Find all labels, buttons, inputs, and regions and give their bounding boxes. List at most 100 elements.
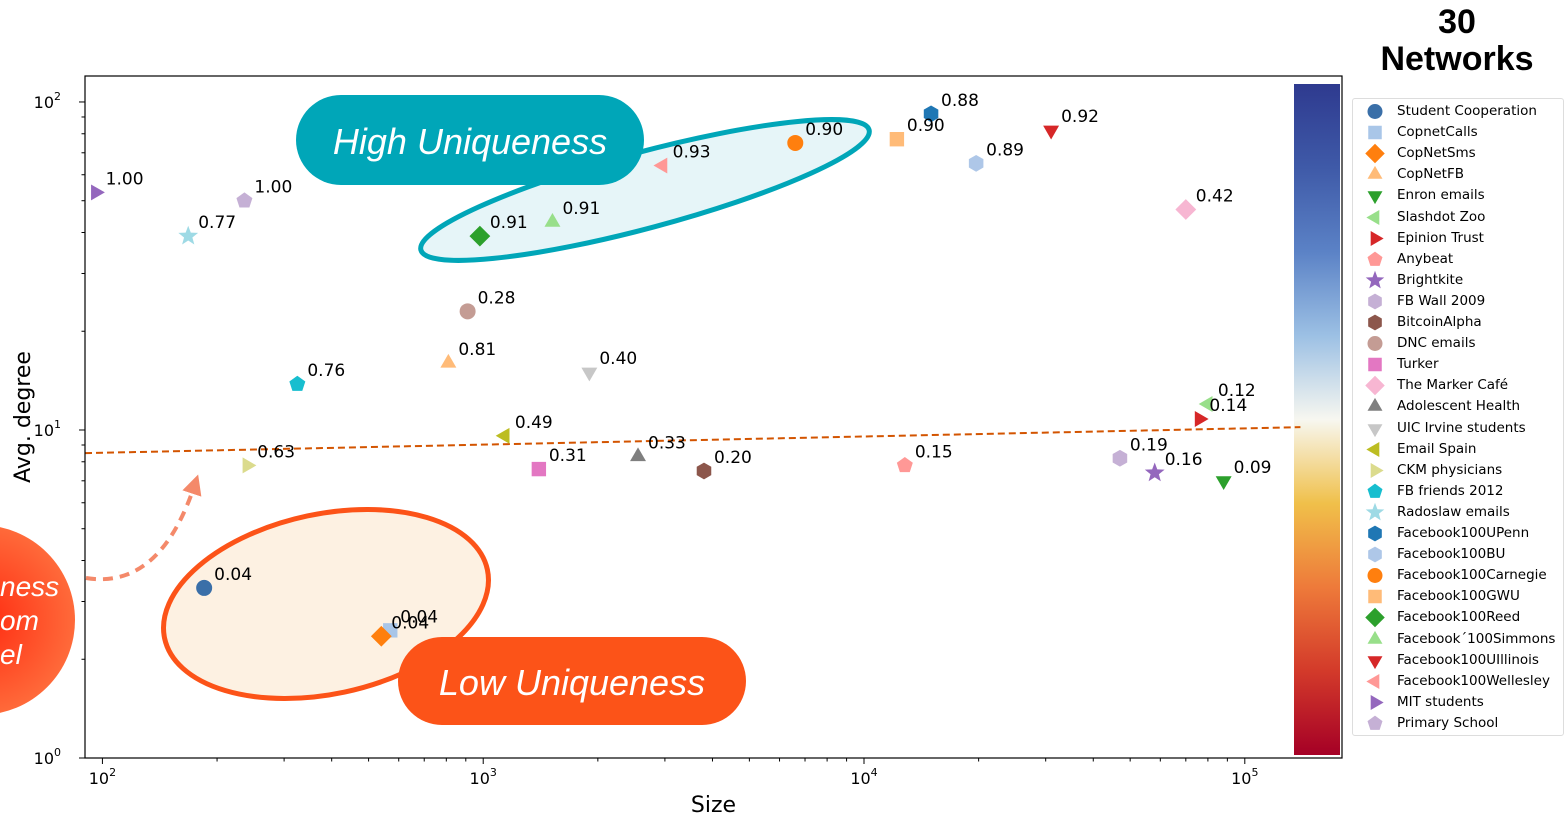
legend-marker-icon <box>1368 125 1382 140</box>
legend-item: Facebook100Wellesley <box>1353 671 1564 692</box>
legend-label: Facebook100Reed <box>1397 609 1521 626</box>
data-label: 0.14 <box>1209 396 1247 416</box>
legend-item: Anybeat <box>1353 249 1564 270</box>
data-point <box>630 447 646 462</box>
legend-item: Facebook100Reed <box>1353 607 1564 628</box>
legend-label: UIC Irvine students <box>1397 419 1526 436</box>
legend-marker <box>1370 694 1384 710</box>
legend-label: Facebook100BU <box>1397 546 1506 563</box>
legend-label: CopnetCalls <box>1397 124 1478 141</box>
legend-marker-icon <box>1367 655 1383 669</box>
data-label: 0.33 <box>648 434 686 454</box>
legend-marker <box>1365 608 1385 628</box>
legend-marker-icon <box>1365 608 1385 628</box>
legend-label: Facebook´100Simmons <box>1397 630 1556 647</box>
legend-label: Facebook100Carnegie <box>1397 567 1547 584</box>
y-tick-label: 102 <box>34 90 61 112</box>
data-label: 0.04 <box>214 565 252 585</box>
legend-marker <box>1367 251 1383 266</box>
legend-marker <box>1366 441 1380 457</box>
legend-marker-icon <box>1368 525 1382 542</box>
legend-marker <box>1367 630 1383 644</box>
legend-marker <box>1368 293 1382 310</box>
legend-marker <box>1368 590 1382 604</box>
legend-marker <box>1368 125 1382 140</box>
legend-marker <box>1365 143 1385 164</box>
legend-marker <box>1367 336 1383 352</box>
data-label: 0.42 <box>1196 187 1234 207</box>
data-point <box>440 353 457 368</box>
data-label: 0.63 <box>257 442 295 462</box>
legend-label: Anybeat <box>1397 250 1454 267</box>
data-point <box>696 462 712 480</box>
legend-item: Epinion Trust <box>1353 228 1564 249</box>
data-label: 0.15 <box>915 442 953 462</box>
data-label: 0.92 <box>1061 107 1099 127</box>
data-point <box>459 303 476 320</box>
data-point <box>289 375 306 391</box>
random-model-text-3: el <box>0 639 23 670</box>
data-label: 0.81 <box>458 340 496 360</box>
legend-marker-icon <box>1368 357 1382 372</box>
data-point <box>242 457 257 474</box>
data-label: 0.04 <box>391 613 429 633</box>
legend-label: Primary School <box>1397 714 1499 731</box>
legend-marker <box>1370 230 1384 246</box>
legend-label: Student Cooperation <box>1397 103 1537 119</box>
legend-marker-icon <box>1368 314 1382 331</box>
legend-marker-icon <box>1370 694 1384 710</box>
legend-item: The Marker Café <box>1353 375 1564 396</box>
low-uniqueness-label: Low Uniqueness <box>439 662 705 703</box>
data-point <box>1194 411 1209 427</box>
data-point <box>495 427 510 444</box>
x-tick-label: 102 <box>89 766 116 788</box>
legend-marker-icon <box>1368 546 1382 563</box>
heading-line-1: 30 <box>1438 3 1476 41</box>
legend-marker <box>1366 673 1380 689</box>
x-tick-label: 104 <box>850 766 877 788</box>
legend-item: DNC emails <box>1353 333 1564 354</box>
data-point <box>1112 449 1128 467</box>
legend: Student Cooperation CopnetCalls CopNetSms C… <box>1352 98 1564 736</box>
low-uniqueness-ellipse <box>161 507 491 701</box>
legend-marker-icon <box>1367 166 1383 180</box>
legend-label: CopNetSms <box>1397 145 1476 162</box>
data-label: 0.90 <box>907 116 945 136</box>
data-label: 1.00 <box>254 178 292 198</box>
legend-marker <box>1368 525 1382 542</box>
legend-marker <box>1366 209 1380 225</box>
data-label: 0.89 <box>986 140 1024 160</box>
x-tick-label: 105 <box>1231 766 1258 788</box>
legend-item: Facebook100UIllinois <box>1353 650 1564 671</box>
legend-item: FB Wall 2009 <box>1353 291 1564 312</box>
legend-item: Enron emails <box>1353 185 1564 206</box>
legend-marker <box>1368 546 1382 563</box>
data-point <box>196 579 213 596</box>
data-point <box>1043 125 1060 140</box>
random-model-text-1: ness <box>0 571 59 602</box>
colorbar <box>1294 84 1340 755</box>
data-points: 0.040.040.040.810.090.120.140.15 0.160.19… <box>91 91 1272 647</box>
legend-marker-icon <box>1367 398 1383 412</box>
legend-marker-icon <box>1365 502 1385 521</box>
legend-marker-icon <box>1368 590 1382 604</box>
legend-marker <box>1367 483 1383 498</box>
legend-label: FB Wall 2009 <box>1397 292 1486 309</box>
legend-label: Email Spain <box>1397 440 1477 457</box>
legend-item: FB friends 2012 <box>1353 481 1564 502</box>
random-model-text-2: om <box>0 605 39 636</box>
legend-item: Facebook100BU <box>1353 544 1564 565</box>
data-point <box>544 212 561 227</box>
legend-item: CopnetCalls <box>1353 122 1564 143</box>
axis-ticks <box>79 101 1246 764</box>
legend-marker-icon <box>1365 376 1385 396</box>
data-point <box>91 184 105 201</box>
legend-marker-icon <box>1365 270 1385 289</box>
y-tick-label: 101 <box>34 418 61 440</box>
legend-marker-icon <box>1370 462 1384 478</box>
x-axis-label: Size <box>691 793 736 817</box>
data-point <box>531 461 547 477</box>
y-axis-label: Avg. degree <box>11 351 36 483</box>
legend-label: Brightkite <box>1397 271 1464 288</box>
legend-marker-icon <box>1370 230 1384 246</box>
